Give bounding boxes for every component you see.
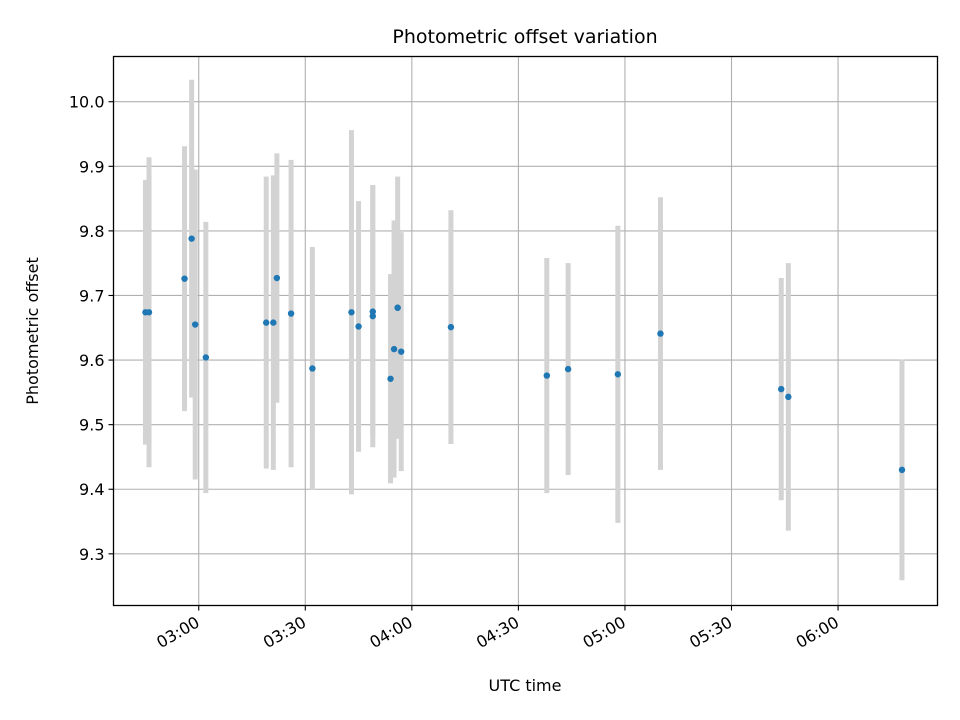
data-point	[778, 385, 785, 393]
data-point	[355, 323, 362, 330]
x-tick-label: 06:00	[793, 613, 842, 653]
plot-frame	[112, 55, 939, 607]
data-point	[390, 345, 398, 353]
x-tick-label: 05:30	[686, 613, 735, 653]
point-layer	[142, 235, 906, 474]
data-point	[369, 312, 376, 320]
data-point	[309, 365, 316, 372]
data-point	[287, 310, 295, 317]
data-point	[614, 371, 622, 378]
y-tick-label: 9.9	[79, 157, 104, 176]
chart-title: Photometric offset variation	[392, 26, 657, 48]
data-point	[657, 330, 664, 337]
data-point	[145, 309, 153, 316]
data-point	[387, 375, 394, 382]
errorbar-layer	[142, 79, 905, 581]
y-axis-ticks: 9.3 9.4 9.5 9.6 9.7 9.8 9.9 10.0	[69, 93, 114, 564]
data-point	[348, 309, 355, 316]
x-axis-label: UTC time	[489, 676, 562, 695]
y-tick-label: 9.4	[79, 480, 104, 499]
x-tick-label: 03:00	[153, 613, 202, 653]
x-tick-label: 05:00	[580, 613, 629, 653]
data-point	[188, 235, 195, 242]
x-axis-ticks: 03:00 03:30 04:00 04:30 05:00 05:30 06:00	[153, 605, 842, 653]
y-tick-label: 9.6	[79, 351, 104, 370]
data-point	[785, 393, 792, 401]
data-point	[369, 308, 376, 315]
data-point	[263, 319, 270, 326]
y-tick-label: 9.7	[79, 286, 104, 305]
data-point	[273, 274, 281, 282]
data-point	[202, 354, 210, 361]
data-point	[543, 372, 551, 379]
data-point	[898, 466, 906, 474]
grid-layer	[113, 56, 938, 606]
data-point	[191, 321, 199, 328]
data-point	[270, 319, 277, 326]
data-point	[181, 275, 188, 282]
y-tick-label: 9.5	[79, 416, 104, 435]
y-tick-label: 9.3	[79, 545, 104, 564]
y-axis-label: Photometric offset	[23, 257, 42, 405]
x-tick-label: 03:30	[260, 613, 309, 653]
data-point	[397, 348, 405, 355]
y-tick-label: 9.8	[79, 222, 104, 241]
x-tick-label: 04:00	[366, 613, 415, 653]
x-tick-label: 04:30	[473, 613, 522, 653]
y-tick-label: 10.0	[69, 93, 105, 112]
data-point	[564, 365, 572, 373]
data-point	[394, 304, 401, 311]
data-point	[447, 323, 455, 331]
